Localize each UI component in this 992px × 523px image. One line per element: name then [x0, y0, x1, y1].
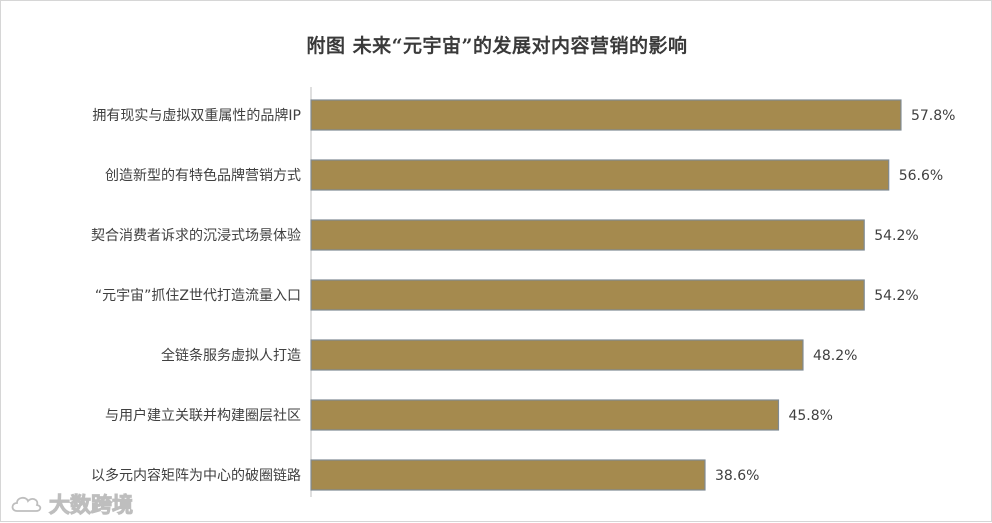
value-label-4: 54.2%	[874, 288, 918, 304]
bar-5	[310, 339, 804, 371]
value-label-5: 48.2%	[813, 348, 857, 364]
category-label-4: “元宇宙”抓住Z世代打造流量入口	[95, 287, 301, 304]
cloud-logo-icon	[11, 496, 42, 512]
watermark: 大数跨境	[9, 489, 134, 519]
category-label-7: 以多元内容矩阵为中心的破圈链路	[91, 467, 301, 484]
watermark-text: 大数跨境	[49, 493, 134, 518]
category-label-1: 拥有现实与虚拟双重属性的品牌IP	[92, 107, 301, 124]
bar-4	[310, 279, 865, 311]
bar-2	[310, 159, 890, 191]
value-label-7: 38.6%	[715, 468, 759, 484]
category-label-2: 创造新型的有特色品牌营销方式	[105, 167, 301, 184]
category-label-3: 契合消费者诉求的沉浸式场景体验	[91, 228, 301, 244]
category-label-5: 全链条服务虚拟人打造	[161, 347, 301, 364]
chart-title: 附图 未来“元宇宙”的发展对内容营销的影响	[306, 35, 688, 57]
value-label-2: 56.6%	[899, 168, 943, 184]
bar-3	[310, 219, 865, 251]
category-label-6: 与用户建立关联并构建圈层社区	[105, 407, 301, 424]
value-label-1: 57.8%	[911, 108, 955, 124]
bar-7	[310, 459, 706, 491]
bar-1	[310, 99, 902, 131]
bar-6	[310, 399, 780, 431]
value-label-6: 45.8%	[788, 408, 832, 424]
value-label-3: 54.2%	[874, 228, 918, 244]
